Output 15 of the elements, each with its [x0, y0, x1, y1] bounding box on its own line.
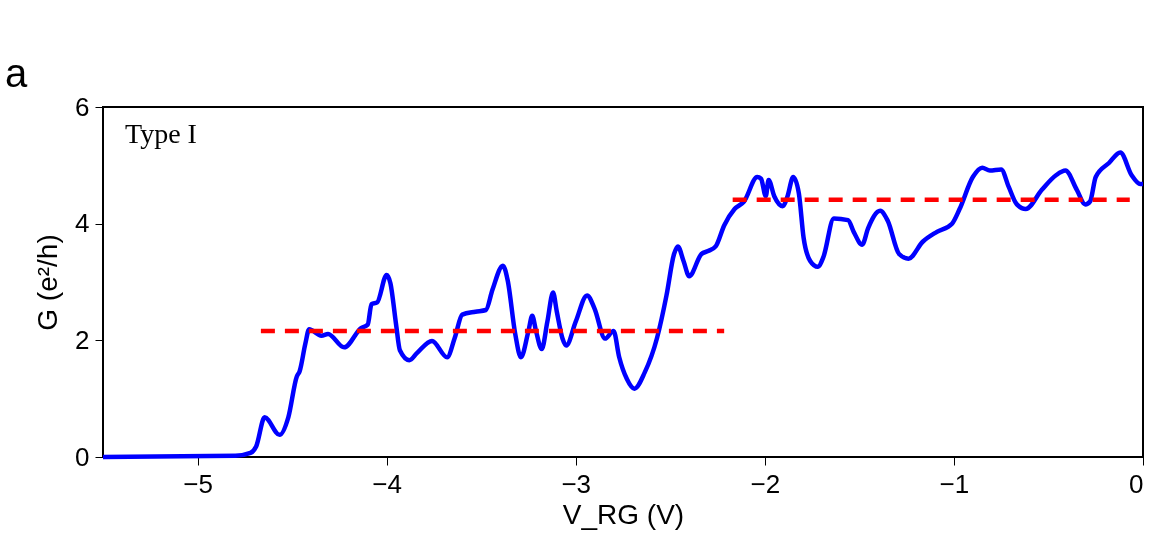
- y-tick-label: 4: [75, 208, 90, 239]
- annotation: Type I: [125, 118, 197, 149]
- x-tick-label: 0: [1129, 468, 1144, 499]
- x-tick-label: −4: [372, 468, 402, 499]
- x-tick-label: −5: [183, 468, 213, 499]
- y-tick-label: 0: [75, 441, 90, 472]
- y-tick-label: 6: [75, 91, 90, 122]
- y-tick-label: 2: [75, 324, 90, 355]
- x-tick-label: −1: [939, 468, 970, 499]
- x-tick-label: −3: [561, 468, 592, 499]
- text: a: [5, 51, 28, 95]
- x-axis-title: V_RG (V): [562, 498, 685, 530]
- y-axis-title: G (e²/h): [32, 234, 64, 331]
- line-series: [100, 150, 1146, 460]
- x-tick-label: −2: [750, 468, 781, 499]
